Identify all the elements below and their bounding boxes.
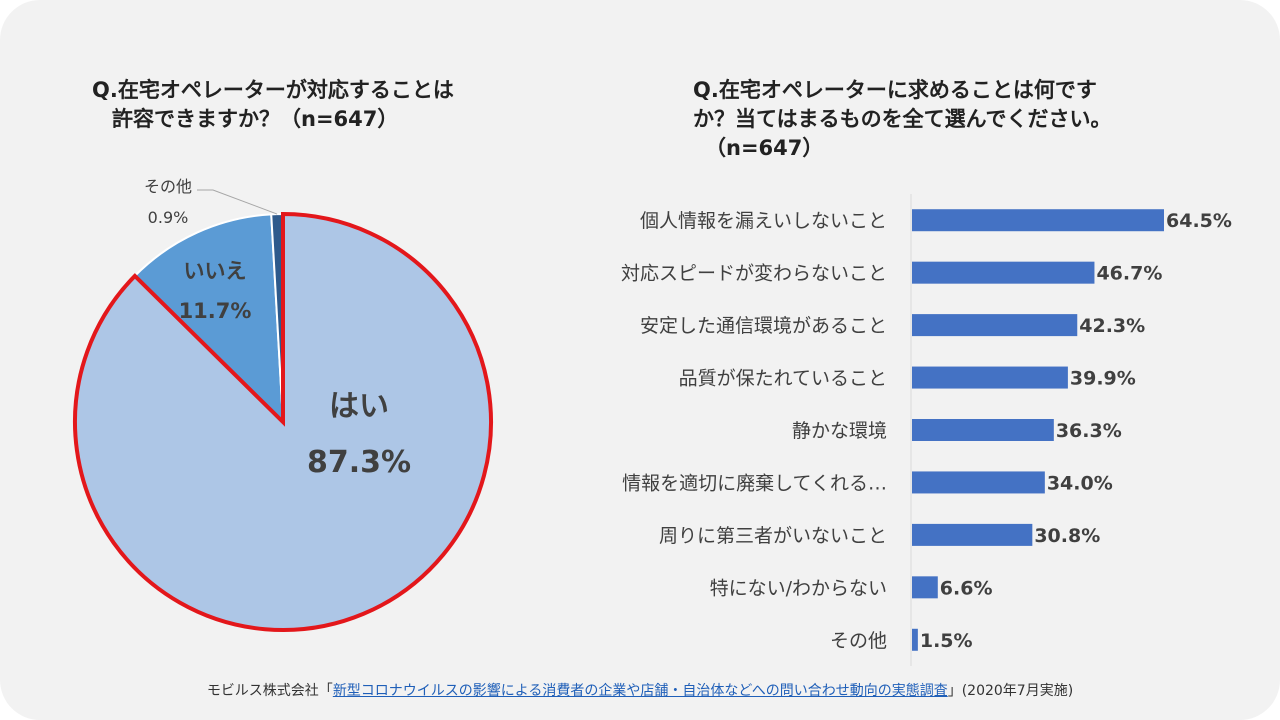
bar-2 (912, 261, 1095, 284)
bar-value-label-9: 1.5% (920, 630, 973, 652)
bar-5 (912, 419, 1054, 441)
bar-value-label-8: 6.6% (940, 577, 993, 599)
bar-category-label-5: 静かな環境 (792, 420, 887, 442)
bar-value-label-4: 39.9% (1070, 368, 1136, 390)
bar-9 (912, 628, 918, 651)
bar-value-label-5: 36.3% (1056, 420, 1122, 442)
pie-label-yes-name: はい (329, 389, 389, 424)
bar-8 (912, 576, 938, 599)
source-prefix: モビルス株式会社「 (206, 683, 333, 699)
bar-value-label-7: 30.8% (1034, 525, 1100, 547)
source-link[interactable]: 新型コロナウイルスの影響による消費者の企業や店舗・自治体などへの問い合わせ動向の… (332, 683, 948, 699)
bar-value-label-2: 46.7% (1096, 263, 1162, 285)
bar-chart-title-line3: （n=647） (705, 136, 824, 160)
pie-label-other-name: その他 (144, 177, 192, 196)
bar-value-label-3: 42.3% (1079, 315, 1145, 337)
bar-value-label-6: 34.0% (1047, 472, 1113, 494)
pie-chart-title-line1: Q.在宅オペレーターが対応することは (92, 78, 454, 102)
bar-category-label-4: 品質が保たれていること (679, 368, 887, 390)
bar-category-label-9: その他 (830, 630, 887, 652)
pie-label-yes-value: 87.3% (307, 445, 411, 480)
pie-label-other-value: 0.9% (148, 208, 189, 227)
source-suffix: 」(2020年7月実施) (947, 683, 1074, 699)
bar-category-label-2: 対応スピードが変わらないこと (621, 263, 887, 285)
bar-6 (912, 471, 1045, 494)
bar-category-label-8: 特にない/わからない (710, 577, 887, 599)
source-footer: モビルス株式会社「新型コロナウイルスの影響による消費者の企業や店舗・自治体などへ… (0, 680, 1280, 700)
pie-label-no-name: いいえ (184, 259, 247, 283)
bar-category-label-1: 個人情報を漏えいしないこと (640, 210, 887, 232)
bar-4 (912, 366, 1068, 389)
pie-leader-line-other (197, 189, 278, 215)
pie-slice-no (133, 213, 285, 425)
bar-7 (912, 523, 1033, 546)
pie-label-no-value: 11.7% (179, 299, 252, 323)
bar-category-label-7: 周りに第三者がいないこと (659, 525, 887, 547)
bar-3 (912, 314, 1078, 337)
bar-1 (912, 209, 1164, 232)
bar-category-label-6: 情報を適切に廃棄してくれる… (622, 472, 887, 494)
bar-value-label-1: 64.5% (1166, 210, 1232, 232)
bar-chart-title-line1: Q.在宅オペレーターに求めることは何です (693, 78, 1097, 102)
pie-highlight-outline (73, 211, 493, 632)
pie-chart-title-line2: 許容できますか？（n=647） (112, 107, 399, 131)
bar-chart-title-line2: か？当てはまるものを全て選んでください。 (693, 107, 1112, 131)
bar-category-label-3: 安定した通信環境があること (640, 315, 887, 337)
